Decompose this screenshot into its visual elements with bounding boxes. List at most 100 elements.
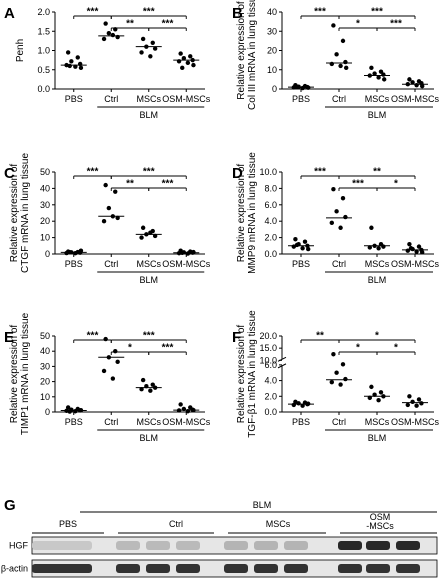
x-tick-label: Ctrl xyxy=(104,94,118,104)
data-point xyxy=(381,244,386,249)
y-tick-label: 10 xyxy=(267,65,277,75)
data-point xyxy=(331,23,336,28)
data-point xyxy=(115,215,120,221)
blot-row-label: β-actin xyxy=(1,564,28,574)
data-point xyxy=(407,241,412,247)
y-tick-label: 30 xyxy=(267,26,277,36)
data-point xyxy=(369,65,374,71)
significance-stars: *** xyxy=(162,179,174,190)
data-point xyxy=(340,362,346,367)
y-axis-title: Relative expression ofCTGF mRNA in lung … xyxy=(9,153,31,273)
significance-stars: * xyxy=(394,343,398,354)
data-point xyxy=(300,246,305,251)
x-tick-label: MSCs xyxy=(137,94,162,104)
y-tick-label: 15.0 xyxy=(259,343,277,353)
data-point xyxy=(416,244,422,249)
data-point xyxy=(67,63,72,69)
data-point xyxy=(103,336,108,342)
blot-column-label-line: MSCs xyxy=(266,519,291,529)
data-point xyxy=(420,83,425,89)
y-tick-label: 0 xyxy=(272,84,277,94)
data-point xyxy=(329,61,334,67)
data-point xyxy=(103,182,108,188)
x-tick-label: OSM-MSCs xyxy=(162,94,210,104)
data-point xyxy=(334,209,339,214)
data-point xyxy=(110,32,116,38)
blot-column-label: MSCs xyxy=(266,519,291,529)
y-tick-label: 10 xyxy=(40,233,50,243)
axis-break-mark xyxy=(277,363,287,369)
blot-column-label: PBS xyxy=(59,519,77,529)
data-point xyxy=(140,36,146,42)
data-point xyxy=(331,187,336,192)
x-tick-label: OSM-MSCs xyxy=(391,94,439,104)
data-point xyxy=(294,242,300,248)
significance-stars: * xyxy=(356,343,360,354)
significance-stars: *** xyxy=(314,7,326,18)
data-point xyxy=(150,40,155,45)
significance-stars: *** xyxy=(87,331,99,342)
data-point xyxy=(140,225,146,230)
data-point xyxy=(113,189,118,194)
data-point xyxy=(340,38,346,44)
data-point xyxy=(181,56,187,61)
y-tick-label: 30 xyxy=(40,361,50,371)
data-point xyxy=(419,401,424,406)
x-tick-label: Ctrl xyxy=(104,417,118,427)
blm-label: BLM xyxy=(139,110,158,120)
data-point xyxy=(407,394,412,399)
data-point xyxy=(101,36,107,42)
y-axis-title-line: Relative expression of xyxy=(9,325,20,424)
panel-label: A xyxy=(4,5,15,22)
y-tick-label: 20 xyxy=(40,216,50,226)
blot-band xyxy=(146,564,170,573)
x-tick-label: PBS xyxy=(292,417,310,427)
blot-band xyxy=(338,564,362,573)
y-axis-title-line: TIMP1 mRNA in lung tissue xyxy=(20,312,31,435)
data-point xyxy=(185,251,191,256)
y-tick-label: 8.0 xyxy=(264,183,277,193)
blot-band xyxy=(146,541,170,550)
y-tick-label: 20 xyxy=(267,46,277,56)
data-point xyxy=(343,59,348,65)
y-axis-title-line: Relative expression of xyxy=(236,325,247,424)
y-axis-title: Relative expression ofTIMP1 mRNA in lung… xyxy=(9,312,31,435)
data-point xyxy=(188,54,193,59)
data-point xyxy=(73,250,78,256)
blot-column-label-line: Ctrl xyxy=(169,519,183,529)
blot-band xyxy=(176,564,200,573)
data-point xyxy=(378,69,384,74)
y-tick-label: 50 xyxy=(40,167,50,177)
y-tick-label: 0 xyxy=(45,249,50,259)
y-tick-label: 1.5 xyxy=(37,26,50,36)
y-tick-label: 2.0 xyxy=(264,391,277,401)
y-axis-title-line: Relative expression of xyxy=(9,164,20,263)
blot-band xyxy=(338,541,362,550)
panel-label: F xyxy=(232,329,241,346)
blot-column-label: Ctrl xyxy=(169,519,183,529)
data-point xyxy=(344,65,349,71)
significance-stars: ** xyxy=(373,167,381,178)
data-point xyxy=(101,219,107,224)
significance-stars: *** xyxy=(87,167,99,178)
significance-stars: * xyxy=(128,343,132,354)
x-tick-label: PBS xyxy=(292,259,310,269)
data-point xyxy=(306,246,311,252)
x-tick-label: PBS xyxy=(65,259,83,269)
y-tick-label: 10.0 xyxy=(259,167,277,177)
data-point xyxy=(65,405,71,410)
y-tick-label: 20 xyxy=(40,377,50,387)
x-tick-label: Ctrl xyxy=(104,259,118,269)
x-tick-label: MSCs xyxy=(365,259,390,269)
data-point xyxy=(293,237,298,242)
blm-label: BLM xyxy=(368,275,387,285)
y-axis-title-line: CTGF mRNA in lung tissue xyxy=(20,153,31,273)
blot-blm-label: BLM xyxy=(253,500,272,510)
significance-stars: *** xyxy=(390,19,402,30)
x-tick-label: OSM-MSCs xyxy=(391,417,439,427)
data-point xyxy=(306,85,311,90)
blot-band xyxy=(254,564,278,573)
blot-band xyxy=(50,564,74,573)
